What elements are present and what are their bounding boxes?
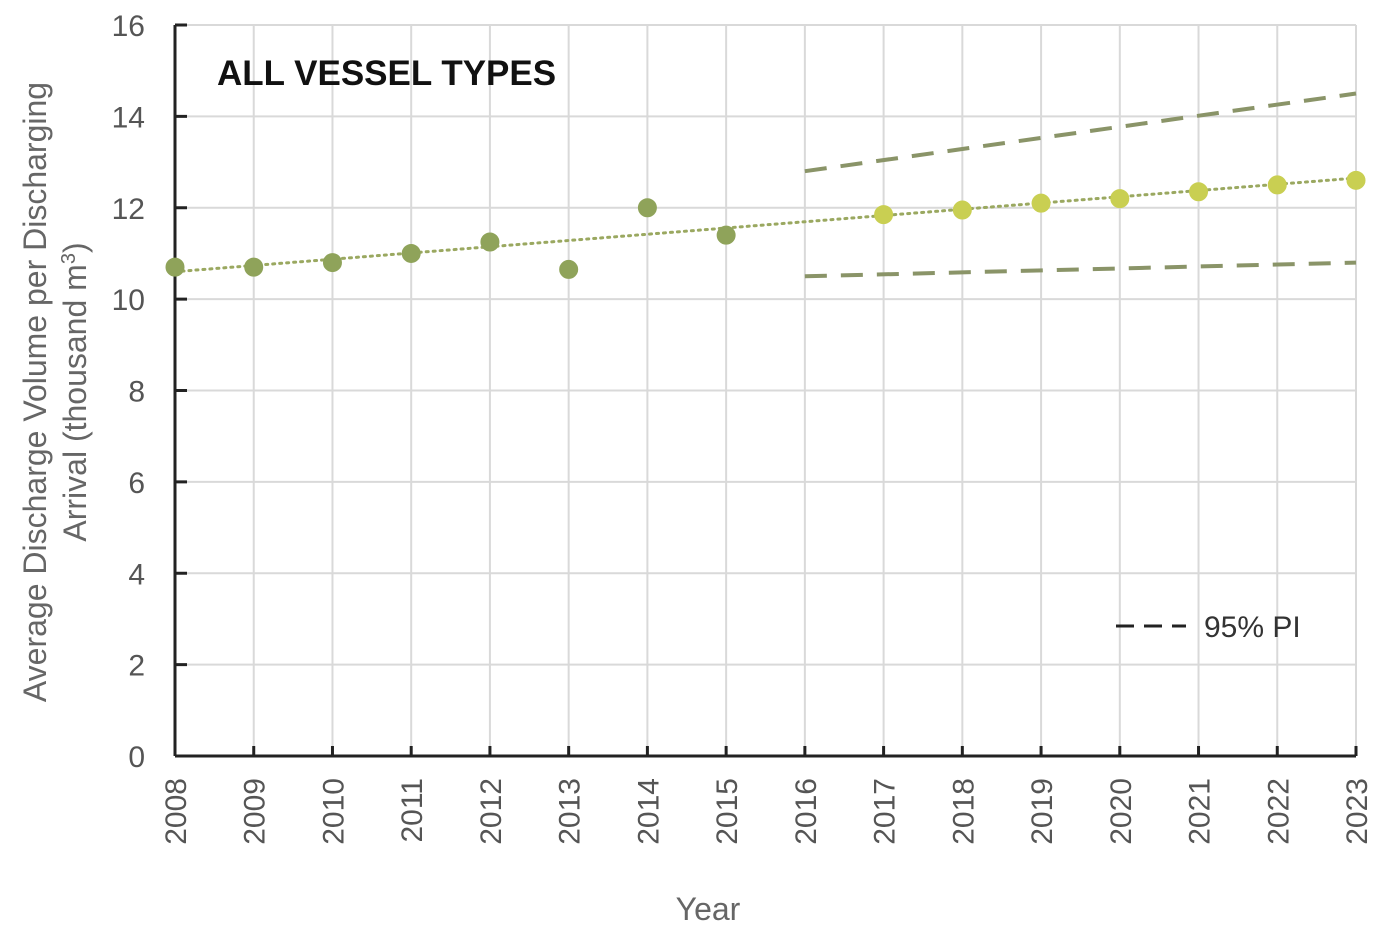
y-tick-labels: 0 2 4 6 8 10 12 14 16 — [112, 10, 145, 774]
observed-point-2014 — [637, 198, 657, 218]
y-tick-label-1: 2 — [128, 650, 145, 683]
legend: 95% PI — [1116, 611, 1301, 644]
x-tick-label-11: 2019 — [1026, 778, 1059, 845]
pi-upper-line — [804, 91, 1357, 174]
x-tick-label-1: 2009 — [239, 778, 272, 845]
projected-point-2019 — [1031, 193, 1051, 213]
x-tick-label-9: 2017 — [869, 778, 902, 845]
x-axis-title: Year — [676, 891, 741, 927]
y-axis-title-2: Arrival (thousand m3) — [57, 242, 93, 541]
y-tick-label-8: 16 — [112, 10, 145, 43]
y-axis-title: Average Discharge Volume per Discharging — [17, 82, 53, 702]
observed-point-2009 — [244, 257, 264, 277]
x-tick-label-15: 2023 — [1341, 778, 1374, 845]
observed-point-2010 — [322, 253, 342, 273]
x-tick-labels: 2008 2009 2010 2011 2012 2013 2014 2015 2016 2017… — [160, 778, 1374, 845]
chart-title: ALL VESSEL TYPES — [217, 54, 556, 93]
x-tick-label-2: 2010 — [317, 778, 350, 845]
x-tick-label-7: 2015 — [711, 778, 744, 845]
projected-point-2022 — [1267, 175, 1287, 195]
projected-point-2023 — [1346, 170, 1366, 190]
observed-point-2013 — [559, 259, 579, 279]
observed-point-2015 — [716, 225, 736, 245]
x-tick-label-4: 2012 — [475, 778, 508, 845]
projected-point-2021 — [1189, 182, 1209, 202]
y-axis-title-line1: Average Discharge Volume per Discharging — [17, 82, 53, 702]
x-tick-label-6: 2014 — [632, 778, 665, 845]
axes — [173, 23, 1358, 758]
grid — [174, 24, 1357, 757]
pi-lower-line — [804, 260, 1357, 279]
x-tick-label-13: 2021 — [1184, 778, 1217, 845]
y-tick-label-7: 14 — [112, 101, 145, 134]
prediction-interval-lines — [804, 91, 1357, 279]
y-axis-title-line2: Arrival (thousand m3) — [57, 242, 93, 541]
x-tick-label-14: 2022 — [1262, 778, 1295, 845]
x-tick-label-0: 2008 — [160, 778, 193, 845]
y-tick-label-6: 12 — [112, 193, 145, 226]
observed-point-2011 — [401, 243, 421, 263]
y-tick-label-4: 8 — [128, 376, 145, 409]
x-tick-label-10: 2018 — [947, 778, 980, 845]
x-tick-label-12: 2020 — [1105, 778, 1138, 845]
observed-point-2008 — [165, 257, 185, 277]
projected-point-2017 — [874, 205, 894, 225]
y-tick-label-0: 0 — [128, 741, 145, 774]
projected-point-2018 — [952, 200, 972, 220]
y-tick-label-2: 4 — [128, 558, 145, 591]
trend-line-layer — [173, 176, 1358, 274]
data-points — [165, 170, 1366, 279]
x-tick-label-5: 2013 — [554, 778, 587, 845]
y-tick-label-3: 6 — [128, 467, 145, 500]
projected-point-2020 — [1110, 189, 1130, 209]
trend-line — [173, 176, 1358, 274]
y-tick-label-5: 10 — [112, 284, 145, 317]
x-tick-label-8: 2016 — [790, 778, 823, 845]
observed-point-2012 — [480, 232, 500, 252]
legend-label: 95% PI — [1204, 611, 1301, 644]
x-tick-label-3: 2011 — [396, 778, 429, 843]
